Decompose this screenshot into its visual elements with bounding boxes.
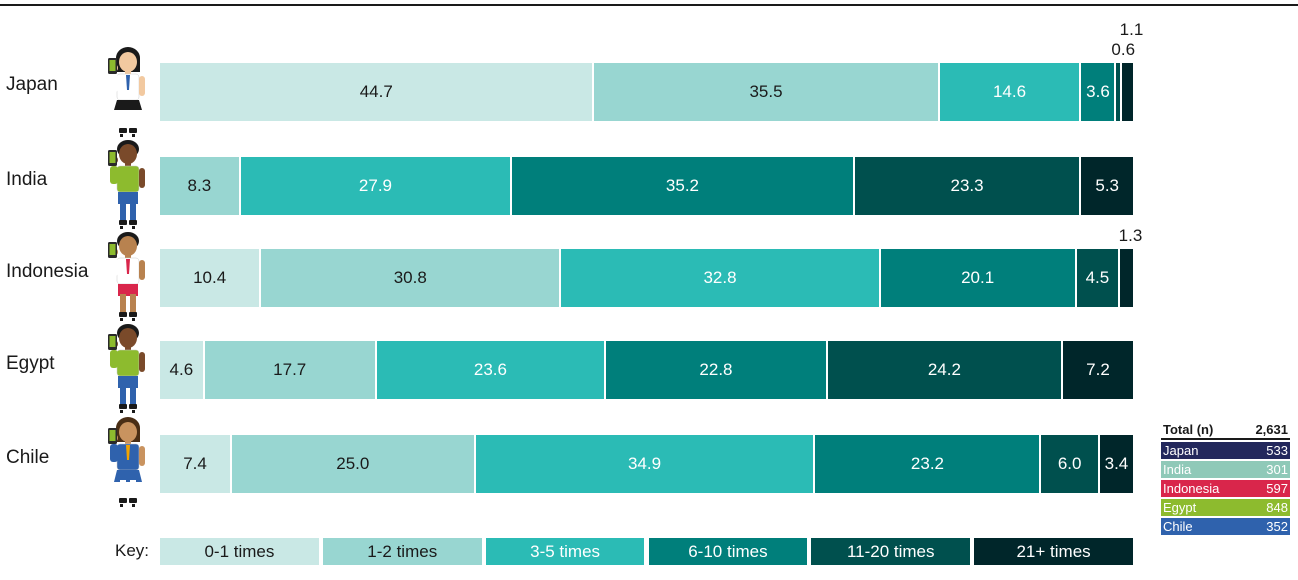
data-label-outside: 1.3 bbox=[1118, 226, 1143, 245]
bar-row-india: 8.3 27.9 35.2 23.3 5.3 bbox=[160, 157, 1133, 215]
bar-row-indonesia: 10.4 30.8 32.8 20.1 4.5 bbox=[160, 249, 1133, 307]
bar-segment: 4.5 bbox=[1076, 249, 1121, 307]
totals-row-value: 301 bbox=[1266, 462, 1288, 477]
top-rule bbox=[0, 4, 1298, 6]
totals-row: Egypt 848 bbox=[1161, 499, 1290, 516]
bar-segment: 5.3 bbox=[1081, 157, 1133, 215]
key-label: Key: bbox=[115, 541, 150, 560]
totals-row-label: Chile bbox=[1163, 519, 1193, 534]
bar-segment bbox=[1122, 63, 1133, 121]
totals-row-value: 352 bbox=[1266, 519, 1288, 534]
bar-segment: 35.5 bbox=[594, 63, 940, 121]
bar-segment: 17.7 bbox=[204, 341, 377, 399]
data-label-outside: 0.6 bbox=[1111, 40, 1136, 59]
country-label-japan: Japan bbox=[6, 74, 58, 95]
bar-segment bbox=[1120, 249, 1133, 307]
totals-row-label: Japan bbox=[1163, 443, 1199, 458]
bar-segment: 23.3 bbox=[854, 157, 1082, 215]
bar-segment: 3.4 bbox=[1099, 435, 1133, 493]
totals-row-label: Indonesia bbox=[1163, 481, 1220, 496]
bar-segment: 35.2 bbox=[512, 157, 855, 215]
totals-row: Indonesia 597 bbox=[1161, 480, 1290, 497]
legend-item: 21+ times bbox=[974, 538, 1133, 565]
schoolgirl-phone-icon bbox=[108, 47, 145, 137]
country-label-egypt: Egypt bbox=[6, 353, 55, 374]
schoolgirl-phone-icon bbox=[108, 417, 145, 507]
country-label-india: India bbox=[6, 169, 48, 190]
bar-segment: 7.4 bbox=[160, 435, 233, 493]
legend-item: 3-5 times bbox=[485, 538, 645, 565]
bar-segment bbox=[1116, 63, 1123, 121]
bar-segment: 7.2 bbox=[1063, 341, 1133, 399]
totals-row-label: India bbox=[1163, 462, 1192, 477]
totals-row-value: 597 bbox=[1266, 481, 1288, 496]
bar-segment: 3.6 bbox=[1081, 63, 1117, 121]
bar-segment: 30.8 bbox=[261, 249, 562, 307]
bar-segment: 4.6 bbox=[160, 341, 205, 399]
totals-row: India 301 bbox=[1161, 461, 1290, 478]
totals-row: Japan 533 bbox=[1161, 442, 1290, 459]
schoolboy-phone-icon bbox=[108, 232, 145, 321]
legend-item: 6-10 times bbox=[648, 538, 808, 565]
totals-header-value: 2,631 bbox=[1255, 422, 1288, 437]
boy-phone-icon bbox=[108, 140, 145, 229]
bar-row-japan: 44.7 35.5 14.6 3.6 bbox=[160, 63, 1133, 121]
totals-header: Total (n) 2,631 bbox=[1161, 421, 1290, 440]
legend-item: 11-20 times bbox=[811, 538, 971, 565]
legend-item: 0-1 times bbox=[160, 538, 319, 565]
bar-segment: 6.0 bbox=[1041, 435, 1100, 493]
country-label-indonesia: Indonesia bbox=[6, 261, 89, 282]
bar-segment: 20.1 bbox=[880, 249, 1077, 307]
country-label-chile: Chile bbox=[6, 447, 50, 468]
totals-header-label: Total (n) bbox=[1163, 422, 1214, 437]
bar-segment: 23.2 bbox=[815, 435, 1042, 493]
bar-segment: 14.6 bbox=[939, 63, 1082, 121]
bar-row-chile: 7.4 25.0 34.9 23.2 6.0 3.4 bbox=[160, 435, 1133, 493]
bar-segment: 32.8 bbox=[561, 249, 881, 307]
bar-segment: 27.9 bbox=[240, 157, 513, 215]
totals-row-value: 848 bbox=[1266, 500, 1288, 515]
totals-row-label: Egypt bbox=[1163, 500, 1197, 515]
data-label-outside: 1.1 bbox=[1119, 20, 1144, 39]
bar-segment: 44.7 bbox=[160, 63, 595, 121]
bar-segment: 25.0 bbox=[232, 435, 476, 493]
bar-segment: 10.4 bbox=[160, 249, 262, 307]
bar-segment: 23.6 bbox=[376, 341, 607, 399]
bar-segment: 24.2 bbox=[827, 341, 1063, 399]
legend-item: 1-2 times bbox=[322, 538, 482, 565]
boy-phone-icon bbox=[108, 324, 145, 413]
legend: 0-1 times 1-2 times 3-5 times 6-10 times 11-… bbox=[160, 538, 1133, 565]
bar-segment: 22.8 bbox=[606, 341, 828, 399]
bar-row-egypt: 4.6 17.7 23.6 22.8 24.2 7.2 bbox=[160, 341, 1133, 399]
totals-table: Total (n) 2,631 Japan 533 India 301 Indonesi… bbox=[1161, 421, 1290, 535]
bar-segment: 8.3 bbox=[160, 157, 241, 215]
totals-row-value: 533 bbox=[1266, 443, 1288, 458]
totals-row: Chile 352 bbox=[1161, 518, 1290, 535]
bar-segment: 34.9 bbox=[475, 435, 816, 493]
